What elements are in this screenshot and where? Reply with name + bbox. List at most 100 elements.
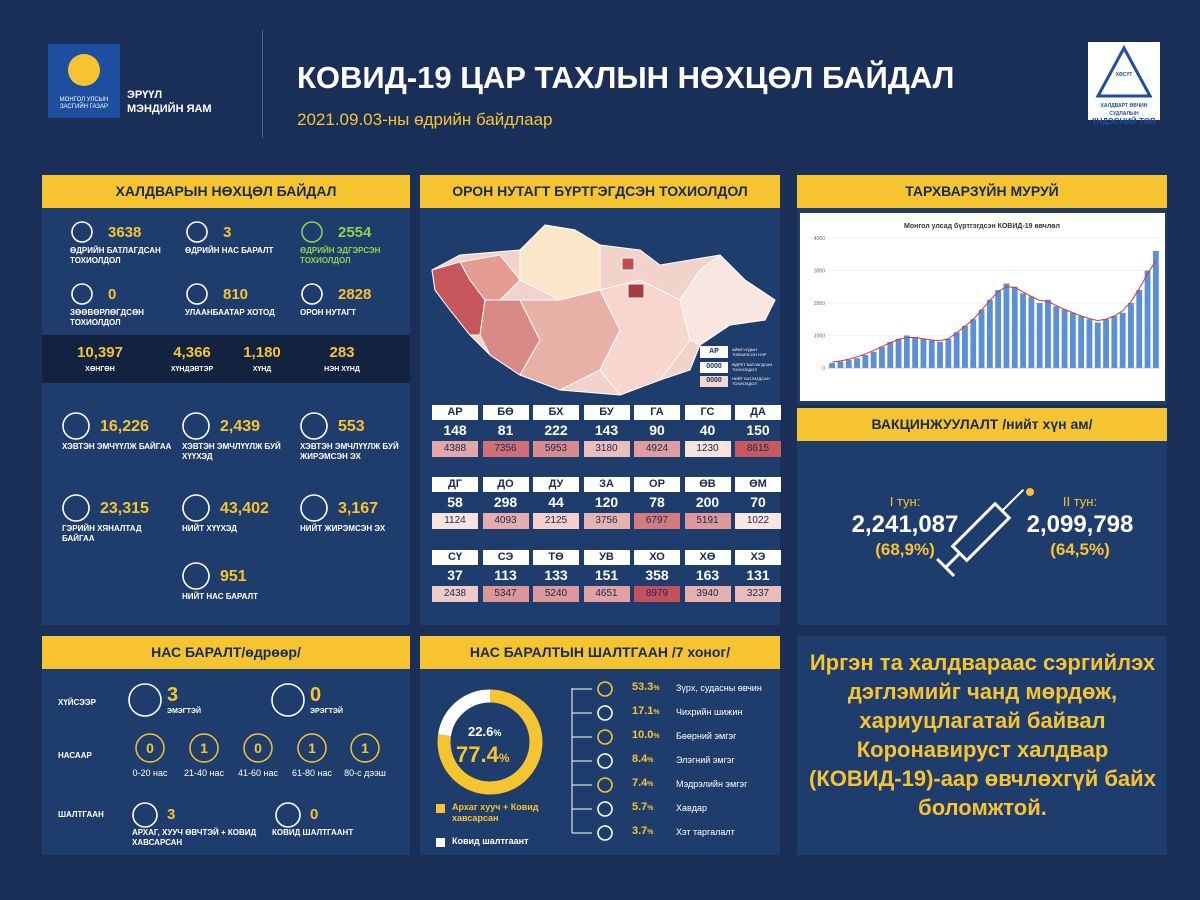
care-label: НИЙТ НАС БАРАЛТ (182, 592, 258, 601)
icon (71, 283, 93, 305)
icon (597, 753, 613, 769)
gov-logo-line: ЗАСГИЙН ГАЗАР (59, 104, 109, 110)
stat-value: 3638 (108, 224, 142, 241)
age-label: 41-60 нас (238, 768, 278, 778)
province-daily: 163 (695, 567, 720, 583)
icon (597, 681, 613, 697)
province-total: 3756 (583, 513, 630, 529)
syringe-needle (1001, 488, 1025, 512)
bar (945, 338, 952, 368)
bar (962, 325, 968, 368)
bar (1045, 299, 1051, 368)
severity-label: ХӨНГӨН (85, 366, 115, 373)
icon (182, 494, 210, 522)
bar (1111, 316, 1118, 368)
legend-box (700, 362, 728, 373)
age-circle (350, 733, 380, 763)
donut-label: 77.4% (456, 742, 510, 768)
ministry: ЭРҮҮЛ МЭНДИЙН ЯАМ (127, 88, 212, 116)
cause-value: 8.4 (632, 753, 648, 765)
drop (1026, 488, 1034, 496)
icon (597, 729, 613, 745)
icon (597, 801, 613, 817)
province-total: 4093 (482, 513, 529, 529)
bar (879, 346, 885, 368)
cause-label: АРХАГ, ХУУЧ ӨВЧТЭЙ + КОВИД ХАВСАРСАН (132, 828, 257, 847)
bar (1003, 283, 1010, 368)
legend-swatch (436, 838, 445, 847)
cause-value: 53.3 (632, 681, 654, 693)
province-code: ДГ (432, 477, 478, 492)
syringe (936, 488, 1025, 577)
row-label: ХҮЙСЭЭР (58, 698, 96, 707)
cause-unit: % (647, 805, 654, 812)
province-daily: 133 (544, 567, 568, 583)
cause-unit: % (647, 757, 654, 764)
province-total: 4924 (634, 441, 680, 457)
province-code: ОР (634, 477, 680, 492)
province-total: 8979 (634, 586, 680, 602)
dose-label: I тун: (889, 494, 921, 509)
dose-label: II тун: (1062, 494, 1098, 509)
province-total: 5191 (684, 513, 731, 529)
province-daily: 150 (746, 422, 770, 438)
age-value: 1 (200, 740, 208, 756)
province-total: 8615 (735, 441, 781, 457)
icon (182, 412, 210, 440)
province-total: 7356 (482, 441, 529, 457)
care-value: 2,439 (220, 418, 261, 435)
map-region (621, 257, 635, 271)
cause-item: 3.7% (632, 825, 654, 837)
province-daily: 44 (548, 494, 564, 510)
legend-box (700, 346, 728, 358)
care-label: ГЭРИЙН ХЯНАЛТАД БАЙГАА (62, 524, 142, 543)
severity-label: НЭН ХҮНД (324, 366, 360, 373)
age-label: 0-20 нас (132, 768, 168, 778)
bar (970, 319, 977, 368)
province-total: 2125 (533, 513, 579, 529)
cause-label: Хавдар (676, 803, 707, 813)
dose-percent: (64,5%) (1050, 540, 1110, 559)
province-code: ӨВ (684, 477, 731, 492)
cause-label: Зүрх, судасны өвчин (676, 683, 762, 693)
cause-label: КОВИД ШАЛТГААНТ (272, 828, 354, 837)
cause-unit: % (647, 781, 654, 788)
map-region (679, 254, 776, 346)
province-code: АР (432, 405, 478, 420)
bar (1061, 309, 1068, 368)
bar (1011, 286, 1018, 368)
donut-segment (438, 689, 491, 737)
cause-item: 8.4% (632, 753, 654, 765)
age-label: 21-40 нас (184, 768, 224, 778)
row-label: НАСААР (58, 751, 92, 760)
bar (862, 355, 869, 368)
bar (1069, 312, 1076, 368)
map-capital (627, 283, 645, 299)
legend-swatch (436, 804, 445, 813)
icon (62, 494, 90, 522)
bar (1036, 303, 1043, 368)
icon (300, 494, 328, 522)
dose-value: 2,241,087 (851, 511, 959, 538)
icon (597, 825, 613, 841)
province-total: 3180 (583, 441, 630, 457)
severity-value: 1,180 (243, 344, 281, 361)
stat-label: ӨДРИЙН БАТЛАГДСАН ТОХИОЛДОЛ (70, 246, 161, 265)
care-value: 951 (220, 568, 247, 585)
province-daily: 40 (699, 422, 716, 438)
center-logo (1088, 42, 1160, 120)
province-total: 3940 (684, 586, 731, 602)
care-label: НИЙТ ХҮҮХЭД (182, 524, 237, 533)
donut-label: 22.6% (468, 724, 501, 739)
bar (887, 342, 894, 368)
bar (1078, 316, 1085, 368)
panel-title: ВАКЦИНЖУУЛАЛТ /нийт хүн ам/ (797, 408, 1167, 441)
divider (262, 30, 263, 138)
province-code: БУ (583, 405, 630, 420)
province-code: ӨМ (735, 477, 781, 492)
icon (597, 705, 613, 721)
province-code: ДУ (533, 477, 579, 492)
bar (1103, 319, 1109, 368)
bar (928, 340, 935, 368)
